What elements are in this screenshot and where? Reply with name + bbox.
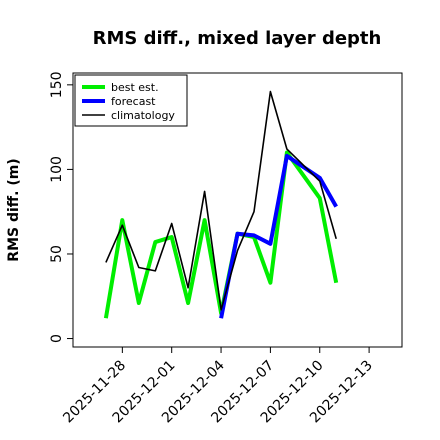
series-line-forecast xyxy=(219,153,338,319)
y-tick-label: 100 xyxy=(49,156,65,183)
legend-label: climatology xyxy=(111,109,175,122)
legend-label: best est. xyxy=(111,81,159,94)
chart-title: RMS diff., mixed layer depth xyxy=(93,28,382,49)
plot-lines xyxy=(103,90,339,319)
y-axis-label: RMS diff. (m) xyxy=(6,158,22,261)
y-tick-label: 0 xyxy=(49,334,65,343)
plot-frame xyxy=(72,72,403,348)
legend-label: forecast xyxy=(111,95,156,108)
y-tick-label: 150 xyxy=(49,71,65,98)
series-line-best-est xyxy=(103,150,339,319)
y-tick-label: 50 xyxy=(49,245,65,263)
series-line-climatology xyxy=(105,90,337,311)
